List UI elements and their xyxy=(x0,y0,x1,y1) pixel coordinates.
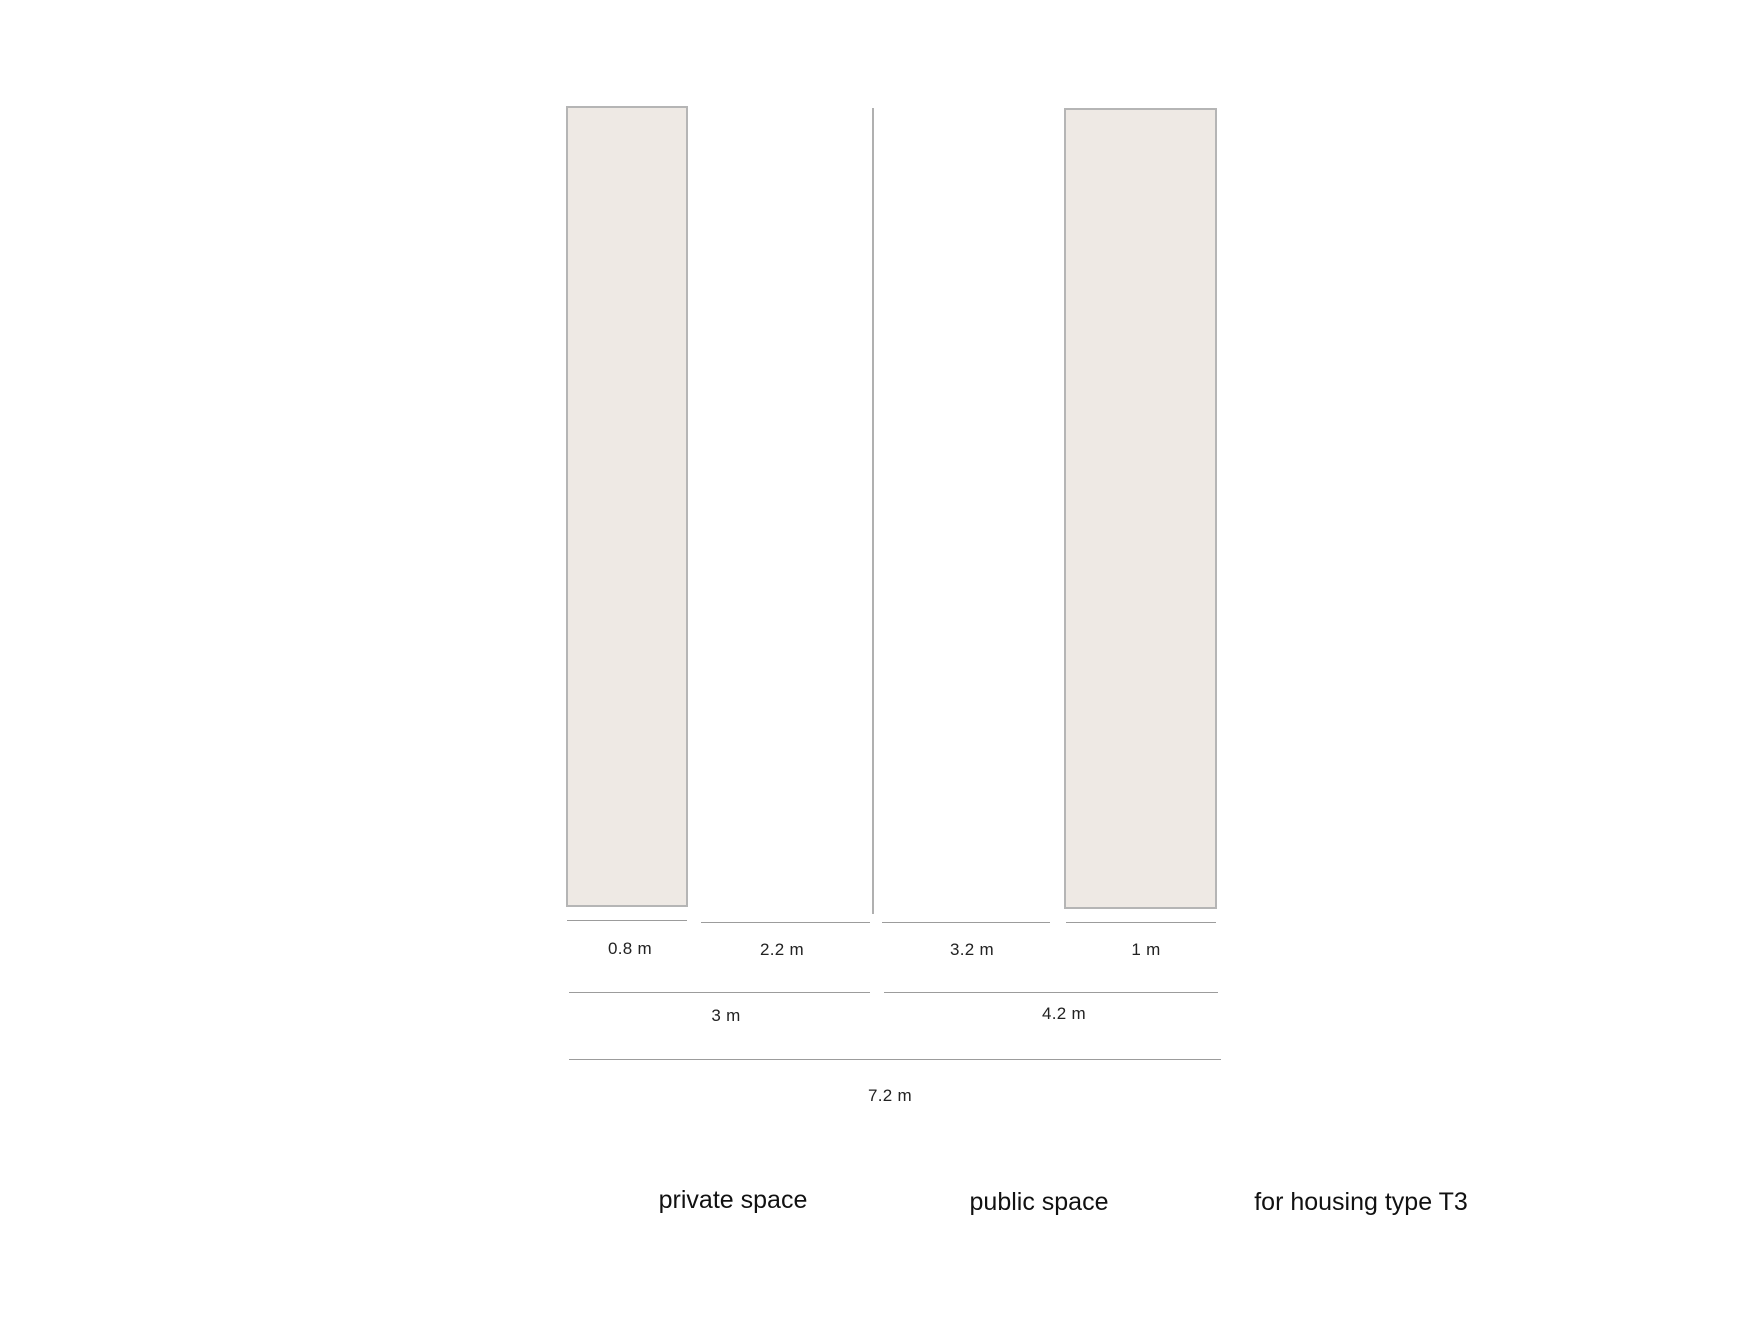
dim-label-7-2: 7.2 m xyxy=(867,1086,913,1105)
dim-line-1 xyxy=(1066,922,1216,923)
dim-label-4-2: 4.2 m xyxy=(1041,1004,1087,1023)
caption-housing-type: for housing type T3 xyxy=(1254,1188,1468,1216)
dim-label-3-2: 3.2 m xyxy=(949,940,995,959)
caption-private-space: private space xyxy=(658,1186,808,1214)
dim-label-2-2: 2.2 m xyxy=(759,940,805,959)
dim-line-0-8 xyxy=(567,920,687,921)
dim-line-3-2 xyxy=(882,922,1050,923)
dim-line-2-2 xyxy=(701,922,870,923)
caption-public-space: public space xyxy=(969,1188,1109,1216)
property-boundary-line xyxy=(872,108,874,914)
dim-line-4-2 xyxy=(884,992,1218,993)
dim-line-3 xyxy=(569,992,870,993)
dim-label-1: 1 m xyxy=(1131,940,1161,959)
right-building-block xyxy=(1064,108,1217,909)
left-building-block xyxy=(566,106,688,907)
dim-label-0-8: 0.8 m xyxy=(607,939,653,958)
dim-line-7-2 xyxy=(569,1059,1221,1060)
dim-label-3: 3 m xyxy=(711,1006,741,1025)
